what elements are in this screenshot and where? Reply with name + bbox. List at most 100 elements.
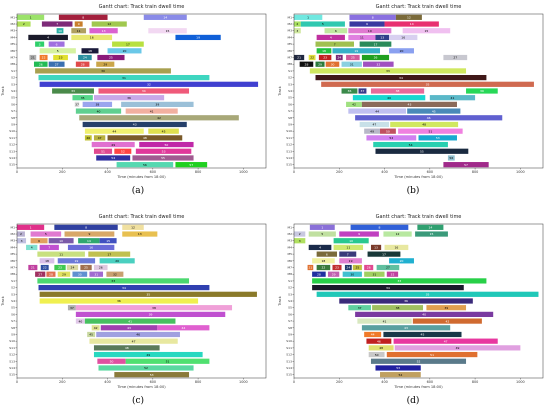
gantt-bar [389,34,418,41]
gantt-bar [135,148,192,154]
bar-label: 45 [432,109,436,113]
gantt-bar [39,54,48,61]
x-tick-label: 0 [293,170,295,174]
bar-label: 29 [332,272,336,276]
gantt-bar [116,162,174,168]
gantt-bar [358,88,367,94]
bar-label: 54 [111,156,115,160]
y-tick-label: S1 [288,69,292,73]
bar-label: 21 [308,266,312,270]
bar-label: 36 [404,299,408,303]
x-tick-label: 400 [381,380,387,384]
bar-label: 42 [352,103,356,107]
gantt-bar [46,271,56,277]
gantt-bar [316,251,338,257]
gantt-bar [380,372,421,378]
gantt-bar [327,271,340,277]
gantt-bar [364,271,385,277]
bar-label: 15 [430,232,434,236]
gantt-bar [384,244,409,251]
bar-label: 10 [368,29,372,33]
y-tick-label: S4 [11,299,15,303]
bar-label: 28 [49,272,53,276]
y-tick-label: M1 [11,15,16,19]
bar-label: 26 [374,56,378,60]
gantt-bar [121,101,194,108]
gantt-bar [175,162,208,168]
gantt-bar [39,298,199,304]
bar-label: 14 [428,226,432,230]
gantt-bar [363,61,394,67]
bar-label: 31 [350,62,354,66]
gantt-bar [346,54,360,61]
gantt-bar [348,28,392,34]
gantt-bar [315,41,354,47]
bar-label: 2 [296,22,298,26]
bar-label: 50 [386,129,390,133]
gantt-bar [48,41,65,47]
gantt-bar [407,108,461,114]
x-tick-label: 600 [427,170,433,174]
gantt-bar [38,74,210,81]
bar-label: 1 [30,16,32,20]
bar-label: 32 [113,272,117,276]
gantt-bar [299,61,314,67]
chart-title: Gantt chart: Track train dwell time [376,214,462,220]
bar-label: 24 [346,266,350,270]
gantt-bar [386,351,478,358]
bar-label: 44 [181,326,185,330]
bar-label: 51 [428,129,432,133]
bar-label: 35 [146,293,150,297]
y-tick-label: S9 [288,332,292,336]
bar-label: 37 [70,306,74,310]
x-tick-label: 1000 [516,380,525,384]
gantt-bar [39,291,257,297]
gantt-bar [308,54,316,61]
bar-label: 40 [387,96,391,100]
bar-label: 8 [372,16,374,20]
y-tick-label: M2 [288,22,293,26]
x-tick-label: 400 [381,170,387,174]
gantt-bar [316,264,331,271]
bar-label: 46 [86,136,90,140]
bar-label: 16 [395,246,399,250]
bar-label: 17 [126,42,130,46]
bar-label: 14 [410,22,414,26]
gantt-bar [75,318,85,324]
gantt-bar [75,61,90,67]
y-tick-label: S8 [288,116,292,120]
x-tick-label: 200 [336,170,342,174]
bar-label: 18 [88,49,92,53]
gantt-bar [316,34,345,41]
gantt-bar [429,95,476,101]
bar-label: 48 [422,123,426,127]
y-tick-label: M1 [288,225,293,229]
y-tick-label: S8 [288,326,292,330]
bar-label: 41 [451,96,455,100]
bar-label: 29 [62,272,66,276]
y-tick-label: S1 [288,279,292,283]
gantt-bar [58,14,108,20]
bar-label: 49 [111,143,115,147]
y-tick-label: S12 [9,353,15,357]
gantt-bar [26,244,38,251]
bar-label: 24 [337,56,341,60]
gantt-bar [93,148,113,154]
y-tick-label: M7 [288,56,293,60]
bar-label: 33 [397,279,401,283]
y-tick-label: S14 [286,366,292,370]
x-tick-label: 400 [104,380,110,384]
gantt-bar [312,284,464,291]
gantt-bar [71,34,113,41]
gantt-bar [56,28,64,34]
bar-label: 55 [420,149,424,153]
gantt-bar [443,162,489,168]
y-tick-label: M5 [11,42,16,46]
gantt-bar [368,345,394,351]
gantt-bar [364,128,381,134]
bar-label: 26 [39,62,43,66]
gantt-bar [359,121,390,128]
gantt-bar [394,345,521,351]
y-axis-label: Track [1,85,5,96]
